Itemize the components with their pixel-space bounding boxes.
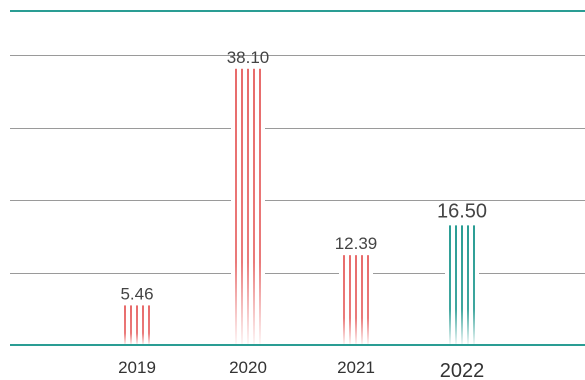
value-label-2021: 12.39 <box>335 234 378 253</box>
x-tick-label-2019: 2019 <box>118 358 156 377</box>
bars <box>120 68 479 346</box>
bar-2019 <box>120 305 154 345</box>
x-tick-label-2022: 2022 <box>440 360 485 380</box>
x-tick-label-2021: 2021 <box>337 358 375 377</box>
x-tick-label-2020: 2020 <box>229 358 267 377</box>
bar-2020 <box>231 68 265 346</box>
value-labels: 5.46 38.10 12.39 16.50 <box>120 48 487 304</box>
value-label-2019: 5.46 <box>120 284 153 303</box>
bar-2022 <box>445 225 479 345</box>
value-label-2020: 38.10 <box>227 48 270 67</box>
x-tick-labels: 2019 2020 2021 2022 <box>118 358 484 380</box>
bar-2021 <box>339 255 373 345</box>
value-label-2022: 16.50 <box>437 200 487 222</box>
gridlines <box>10 55 585 274</box>
